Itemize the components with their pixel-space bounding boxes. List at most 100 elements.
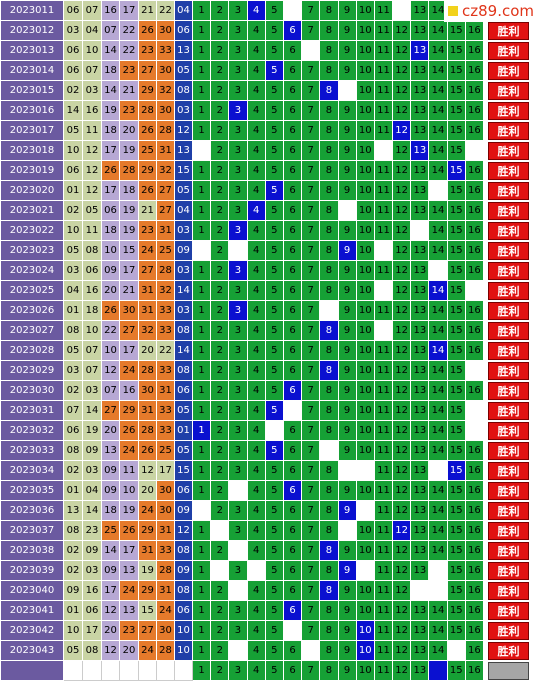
footer-empty-cell[interactable] xyxy=(82,660,102,681)
win-badge[interactable]: 胜利 xyxy=(488,341,529,360)
result-cell[interactable]: 胜利 xyxy=(487,320,530,341)
win-badge[interactable]: 胜利 xyxy=(488,61,529,80)
win-badge[interactable]: 胜利 xyxy=(488,361,529,380)
result-cell[interactable]: 胜利 xyxy=(487,540,530,561)
result-cell[interactable]: 胜利 xyxy=(487,200,530,221)
footer-result-cell[interactable] xyxy=(487,660,530,681)
result-cell[interactable]: 胜利 xyxy=(487,160,530,181)
result-cell[interactable]: 胜利 xyxy=(487,280,530,301)
footer-number-cell[interactable]: 8 xyxy=(319,660,339,681)
result-cell[interactable]: 胜利 xyxy=(487,120,530,141)
win-badge[interactable]: 胜利 xyxy=(488,441,529,460)
win-badge[interactable]: 胜利 xyxy=(488,301,529,320)
number-cell: 7 xyxy=(301,360,321,381)
number-cell: 8 xyxy=(319,460,339,481)
footer-number-cell[interactable]: 13 xyxy=(410,660,430,681)
number-cell: 7 xyxy=(301,580,321,601)
result-cell[interactable]: 胜利 xyxy=(487,620,530,641)
result-cell[interactable]: 胜利 xyxy=(487,380,530,401)
result-cell[interactable]: 胜利 xyxy=(487,300,530,321)
win-badge[interactable]: 胜利 xyxy=(488,421,529,440)
footer-number-cell[interactable]: 10 xyxy=(355,660,375,681)
number-cell xyxy=(464,420,485,441)
result-cell[interactable]: 胜利 xyxy=(487,360,530,381)
win-badge[interactable]: 胜利 xyxy=(488,381,529,400)
number-cell: 5 xyxy=(264,40,284,61)
footer-empty-cell[interactable] xyxy=(156,660,175,681)
footer-number-cell[interactable]: 1 xyxy=(191,660,212,681)
win-badge[interactable]: 胜利 xyxy=(488,121,529,140)
result-cell[interactable]: 胜利 xyxy=(487,400,530,421)
result-cell[interactable]: 胜利 xyxy=(487,340,530,361)
footer-number-cell[interactable]: 11 xyxy=(373,660,394,681)
win-badge[interactable]: 胜利 xyxy=(488,101,529,120)
red-ball-cell: 31 xyxy=(138,400,157,421)
win-badge[interactable]: 胜利 xyxy=(488,201,529,220)
footer-number-cell[interactable]: 3 xyxy=(228,660,248,681)
submit-button[interactable] xyxy=(488,661,529,680)
result-cell[interactable]: 胜利 xyxy=(487,140,530,161)
win-badge[interactable]: 胜利 xyxy=(488,241,529,260)
number-cell: 3 xyxy=(228,400,248,421)
result-cell[interactable]: 胜利 xyxy=(487,640,530,661)
win-badge[interactable]: 胜利 xyxy=(488,161,529,180)
footer-number-cell[interactable]: 15 xyxy=(446,660,466,681)
win-badge[interactable]: 胜利 xyxy=(488,281,529,300)
win-badge[interactable]: 胜利 xyxy=(488,221,529,240)
win-badge[interactable]: 胜利 xyxy=(488,561,529,580)
footer-empty-cell[interactable] xyxy=(119,660,139,681)
win-badge[interactable]: 胜利 xyxy=(488,41,529,60)
footer-empty-cell[interactable] xyxy=(63,660,83,681)
result-cell[interactable]: 胜利 xyxy=(487,220,530,241)
result-cell[interactable]: 胜利 xyxy=(487,180,530,201)
footer-empty-cell[interactable] xyxy=(138,660,157,681)
result-cell[interactable]: 胜利 xyxy=(487,420,530,441)
win-badge[interactable]: 胜利 xyxy=(488,261,529,280)
win-badge[interactable]: 胜利 xyxy=(488,321,529,340)
win-badge[interactable]: 胜利 xyxy=(488,501,529,520)
result-cell[interactable]: 胜利 xyxy=(487,100,530,121)
win-badge[interactable]: 胜利 xyxy=(488,461,529,480)
win-badge[interactable]: 胜利 xyxy=(488,581,529,600)
result-cell[interactable]: 胜利 xyxy=(487,260,530,281)
result-cell[interactable]: 胜利 xyxy=(487,60,530,81)
win-badge[interactable]: 胜利 xyxy=(488,181,529,200)
result-cell[interactable]: 胜利 xyxy=(487,40,530,61)
footer-number-cell[interactable]: 2 xyxy=(210,660,230,681)
footer-number-cell[interactable]: 12 xyxy=(392,660,412,681)
win-badge[interactable]: 胜利 xyxy=(488,541,529,560)
win-badge[interactable]: 胜利 xyxy=(488,401,529,420)
footer-number-cell[interactable]: 6 xyxy=(282,660,303,681)
win-badge[interactable]: 胜利 xyxy=(488,621,529,640)
footer-number-cell[interactable]: 16 xyxy=(464,660,485,681)
win-badge[interactable]: 胜利 xyxy=(488,481,529,500)
result-cell[interactable]: 胜利 xyxy=(487,80,530,101)
footer-empty-cell[interactable] xyxy=(101,660,120,681)
result-cell[interactable]: 胜利 xyxy=(487,440,530,461)
footer-number-cell[interactable]: 9 xyxy=(337,660,357,681)
win-badge[interactable]: 胜利 xyxy=(488,81,529,100)
win-badge[interactable]: 胜利 xyxy=(488,641,529,660)
win-badge[interactable]: 胜利 xyxy=(488,601,529,620)
win-badge[interactable]: 胜利 xyxy=(488,521,529,540)
result-cell[interactable]: 胜利 xyxy=(487,600,530,621)
red-ball-cell: 06 xyxy=(63,420,83,441)
number-cell: 6 xyxy=(282,120,303,141)
win-badge[interactable]: 胜利 xyxy=(488,21,529,40)
result-cell[interactable]: 胜利 xyxy=(487,580,530,601)
result-cell[interactable]: 胜利 xyxy=(487,460,530,481)
site-logo: cz89.com xyxy=(444,0,546,22)
red-ball-cell: 22 xyxy=(156,340,175,361)
footer-number-cell[interactable] xyxy=(428,660,448,681)
result-cell[interactable]: 胜利 xyxy=(487,560,530,581)
result-cell[interactable]: 胜利 xyxy=(487,520,530,541)
result-cell[interactable]: 胜利 xyxy=(487,240,530,261)
footer-number-cell[interactable]: 7 xyxy=(301,660,321,681)
result-cell[interactable]: 胜利 xyxy=(487,480,530,501)
footer-number-cell[interactable]: 5 xyxy=(264,660,284,681)
result-cell[interactable]: 胜利 xyxy=(487,500,530,521)
win-badge[interactable]: 胜利 xyxy=(488,141,529,160)
footer-empty-cell[interactable] xyxy=(174,660,193,681)
footer-number-cell[interactable]: 4 xyxy=(246,660,266,681)
result-cell[interactable]: 胜利 xyxy=(487,20,530,41)
